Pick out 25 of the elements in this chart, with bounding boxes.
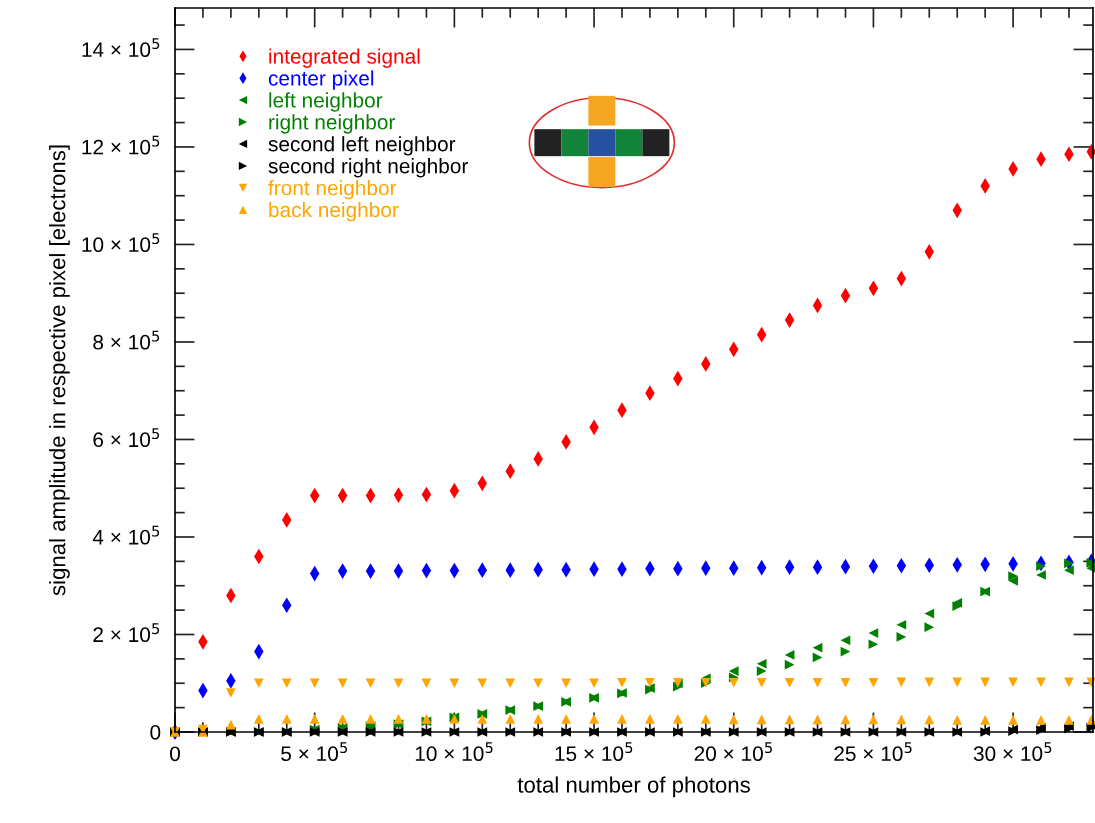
y-tick-label: 2 × 10$^{5}$ [93,623,160,643]
y-tick-label: 4 × 10$^{5}$ [92,525,160,545]
legend-label: second left neighbor [268,136,456,156]
legend-label: integrated signal [269,48,420,68]
y-tick-label: 14 × 10$^{5}$ [82,38,160,58]
y-tick-label: 0 [150,725,161,740]
legend-label: second right neighbor [268,158,468,178]
legend-label: right neighbor [269,114,396,134]
y-tick-label: 6 × 10$^{5}$ [93,428,160,448]
x-tick-label: 20 × 10$^{5}$ [694,742,772,762]
y-tick-label: 10 × 10$^{5}$ [82,233,160,253]
x-tick-label: 30 × 10$^{5}$ [973,742,1052,762]
x-tick-label: 10 × 10$^{5}$ [415,742,493,762]
y-tick-label: 8 × 10$^{5}$ [93,330,160,350]
x-tick-label: 0 [170,746,180,762]
y-axis-title: signal amplitude in respective pixel [electrons] [49,145,70,596]
legend-label: center pixel [268,70,374,90]
x-tick-label: 5 × 10$^{5}$ [281,742,348,762]
x-tick-label: 25 × 10$^{5}$ [834,742,912,762]
legend-label: front neighbor [268,179,397,200]
legend-label: left neighbor [269,92,383,112]
x-tick-label: 15 × 10$^{5}$ [555,742,633,762]
x-axis-title: total number of photons [517,776,750,798]
legend-label: back neighbor [269,201,399,222]
y-tick-label: 12 × 10$^{5}$ [82,135,160,155]
